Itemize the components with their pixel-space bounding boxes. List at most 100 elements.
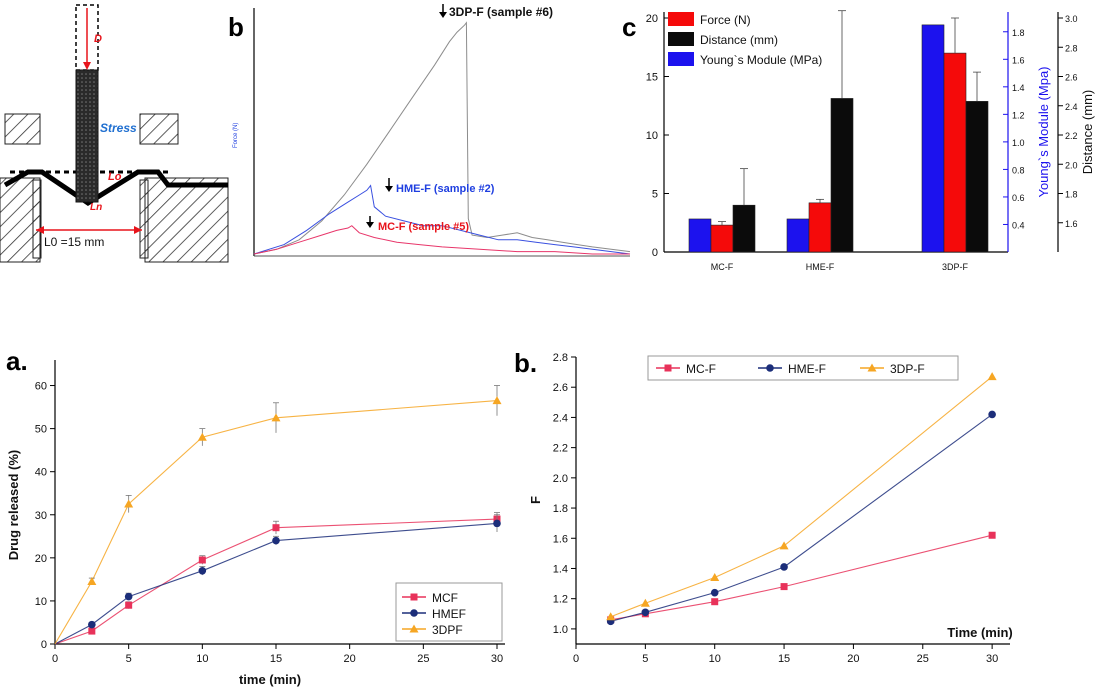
bars-category-label: 3DP-F xyxy=(942,262,969,272)
y-tick-label: 60 xyxy=(35,381,47,393)
distance-tick-label: 2.2 xyxy=(1065,131,1078,141)
series-line-0 xyxy=(610,534,993,621)
x-tick-label: 20 xyxy=(344,653,356,665)
probe-rod xyxy=(75,69,99,203)
series-point-1-3 xyxy=(198,566,207,575)
bar-2-0 xyxy=(732,204,756,253)
bar-1-1 xyxy=(808,202,832,253)
young-axis-label: Young`s Module (Mpa) xyxy=(1036,66,1051,197)
bar-0-0 xyxy=(688,218,712,253)
displacement-arrowhead xyxy=(83,62,91,70)
series-line-2 xyxy=(54,400,498,645)
clamp-right-bottom xyxy=(144,177,229,263)
release-ticks: 0 5 10 15 20 25 30 0 10 20 30 40 50 60 xyxy=(35,381,503,665)
bars-left-tick-label: 10 xyxy=(646,130,658,142)
distance-tick-label: 2.8 xyxy=(1065,43,1078,53)
y-tick-label: 2.4 xyxy=(553,412,568,424)
legend-marker-0 xyxy=(410,593,418,601)
release-x-label: time (min) xyxy=(239,672,301,687)
bars-category-labels: MC-F HME-F 3DP-F xyxy=(711,262,969,272)
x-tick-label: 30 xyxy=(491,653,503,665)
bar-1-0 xyxy=(710,224,734,253)
series-point-1-1 xyxy=(641,608,650,617)
panel-label-top-c: c xyxy=(622,12,636,42)
f-ticks: 0 5 10 15 20 25 30 1.0 1.2 1.4 1.6 1.8 2.0 2.2 2.4 2.6 2… xyxy=(553,352,999,665)
ln-label: Ln xyxy=(90,202,102,213)
legend-label-1: HME-F xyxy=(788,362,826,376)
bars-left-tick-label: 0 xyxy=(652,247,658,259)
series-point-0-4 xyxy=(988,531,996,539)
series-point-2-1 xyxy=(640,598,650,607)
series-point-0-1 xyxy=(88,627,96,635)
x-tick-label: 30 xyxy=(986,653,998,665)
series-point-1-3 xyxy=(780,563,788,571)
f-series xyxy=(606,372,997,626)
l0-arrow-right xyxy=(134,226,142,234)
label-3dp-sample: 3DP-F (sample #6) xyxy=(449,5,553,19)
force-curve-0 xyxy=(253,21,631,255)
series-point-2-2 xyxy=(124,499,134,508)
young-tick-label: 0.8 xyxy=(1012,165,1025,175)
bars-distance-ticks: 1.6 1.8 2.0 2.2 2.4 2.6 2.8 3.0 xyxy=(1058,14,1078,229)
x-tick-label: 5 xyxy=(126,653,132,665)
series-point-1-2 xyxy=(710,588,719,597)
young-tick-label: 0.4 xyxy=(1012,220,1025,230)
clamp-left-top xyxy=(4,113,41,145)
bar-0-1 xyxy=(786,218,810,253)
y-tick-label: 2.2 xyxy=(553,443,568,455)
label-mc-sample: MC-F (sample #5) xyxy=(378,221,469,233)
panel-label-bottom-b: b. xyxy=(514,348,537,378)
x-tick-label: 10 xyxy=(709,653,721,665)
legend-marker-2 xyxy=(867,363,877,372)
bar-0-2 xyxy=(921,24,945,253)
f-legend-box xyxy=(647,355,959,381)
force-curve-panel: b Force (N) 3DP-F (sample #6) HME-F (sam… xyxy=(228,4,631,257)
series-line-2 xyxy=(610,376,993,618)
f-factor-panel: b. 0 5 10 15 20 25 30 1.0 1.2 1.4 1.6 1.8 2.0 2.2 2.4 2… xyxy=(514,348,1013,665)
distance-tick-label: 2.4 xyxy=(1065,102,1078,112)
series-point-2-3 xyxy=(197,432,207,441)
stress-label: Stress xyxy=(100,121,137,135)
bars-legend-label-0: Force (N) xyxy=(700,13,751,27)
series-point-1-2 xyxy=(124,592,133,601)
x-tick-label: 0 xyxy=(52,653,58,665)
bars-category-label: HME-F xyxy=(806,262,835,272)
distance-tick-label: 2.6 xyxy=(1065,73,1078,83)
support-left xyxy=(32,179,42,259)
y-tick-label: 30 xyxy=(35,510,47,522)
y-tick-label: 2.8 xyxy=(553,352,568,364)
series-point-2-4 xyxy=(271,413,281,422)
f-y-label: F xyxy=(528,496,543,504)
legend-marker-1 xyxy=(410,609,418,617)
series-point-2-3 xyxy=(779,541,789,550)
force-y-label: Force (N) xyxy=(233,123,239,148)
bars-left-tick-label: 20 xyxy=(646,13,658,25)
series-line-1 xyxy=(610,413,993,622)
distance-tick-label: 1.6 xyxy=(1065,219,1078,229)
series-point-0-3 xyxy=(198,556,206,564)
young-tick-label: 1.4 xyxy=(1012,83,1025,93)
y-tick-label: 0 xyxy=(41,639,47,651)
force-series-group xyxy=(253,21,631,255)
clamp-right-top xyxy=(139,113,179,145)
y-tick-label: 2.0 xyxy=(553,473,568,485)
d-label: D xyxy=(94,33,102,45)
l0-label: L0 =15 mm xyxy=(44,235,104,249)
y-tick-label: 2.6 xyxy=(553,382,568,394)
young-tick-label: 1.0 xyxy=(1012,138,1025,148)
y-tick-label: 1.4 xyxy=(553,563,568,575)
y-tick-label: 1.6 xyxy=(553,533,568,545)
bars-legend-swatch-1 xyxy=(668,32,694,46)
x-tick-label: 25 xyxy=(917,653,929,665)
bars-legend-label-1: Distance (mm) xyxy=(700,33,778,47)
x-tick-label: 15 xyxy=(778,653,790,665)
series-point-2-2 xyxy=(710,573,720,582)
x-tick-label: 25 xyxy=(417,653,429,665)
schematic: D Stress Lo Ln L0 =15 mm xyxy=(0,4,229,263)
release-series xyxy=(54,385,502,645)
distance-tick-label: 2.0 xyxy=(1065,160,1078,170)
series-point-2-4 xyxy=(987,372,997,381)
bars-legend-label-2: Young`s Module (MPa) xyxy=(700,53,822,67)
y-tick-label: 20 xyxy=(35,553,47,565)
